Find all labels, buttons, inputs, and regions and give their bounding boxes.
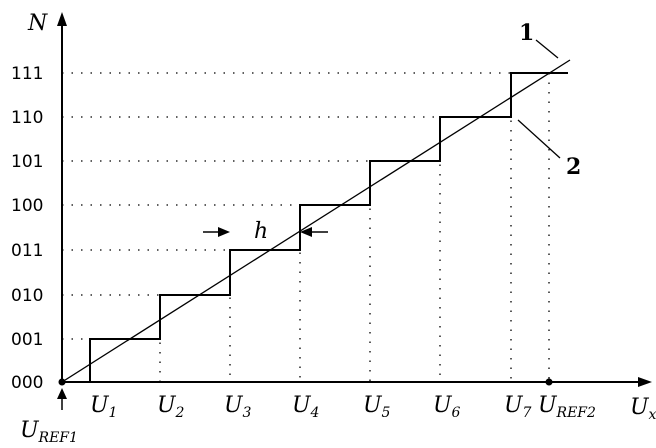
origin-point xyxy=(58,378,66,386)
step-width-label: h xyxy=(254,219,268,244)
code-label-101: 101 xyxy=(11,152,43,172)
uref2-label: UREF2 xyxy=(538,393,596,421)
dotted-guide-lines xyxy=(62,72,568,382)
y-axis-label: N xyxy=(27,11,48,36)
code-label-111: 111 xyxy=(11,64,43,84)
ideal-line-marker: 1 xyxy=(519,20,534,46)
threshold-label-u4: U4 xyxy=(292,393,319,421)
staircase-marker-leader xyxy=(517,119,561,159)
staircase-marker: 2 xyxy=(566,154,581,180)
uref1-label: UREF1 xyxy=(20,418,78,446)
code-labels: 111 110 101 100 011 010 001 000 xyxy=(11,64,43,393)
code-label-011: 011 xyxy=(11,241,43,261)
code-label-110: 110 xyxy=(11,108,43,128)
uref2-point xyxy=(545,378,553,386)
y-axis-arrow xyxy=(57,12,67,26)
threshold-label-u1: U1 xyxy=(90,393,117,421)
uref1-arrow-head xyxy=(57,388,67,399)
ideal-transfer-line xyxy=(61,59,571,383)
threshold-label-u2: U2 xyxy=(157,393,185,421)
h-arrow-left-head xyxy=(218,227,230,237)
code-label-000: 000 xyxy=(11,373,43,393)
line-marker-leader xyxy=(535,39,559,59)
staircase-transfer-curve xyxy=(89,72,568,382)
threshold-label-u3: U3 xyxy=(224,393,252,421)
code-label-010: 010 xyxy=(11,286,43,306)
code-label-100: 100 xyxy=(11,196,43,216)
h-arrow-right-head xyxy=(300,227,312,237)
threshold-label-u7: U7 xyxy=(504,393,532,421)
code-label-001: 001 xyxy=(11,330,43,350)
threshold-label-u5: U5 xyxy=(363,393,391,421)
x-axis-arrow xyxy=(638,377,652,387)
threshold-labels: U1 U2 U3 U4 U5 U6 U7 xyxy=(90,393,532,421)
x-axis-label: Ux xyxy=(630,395,656,423)
threshold-label-u6: U6 xyxy=(433,393,461,421)
axes xyxy=(61,22,644,383)
